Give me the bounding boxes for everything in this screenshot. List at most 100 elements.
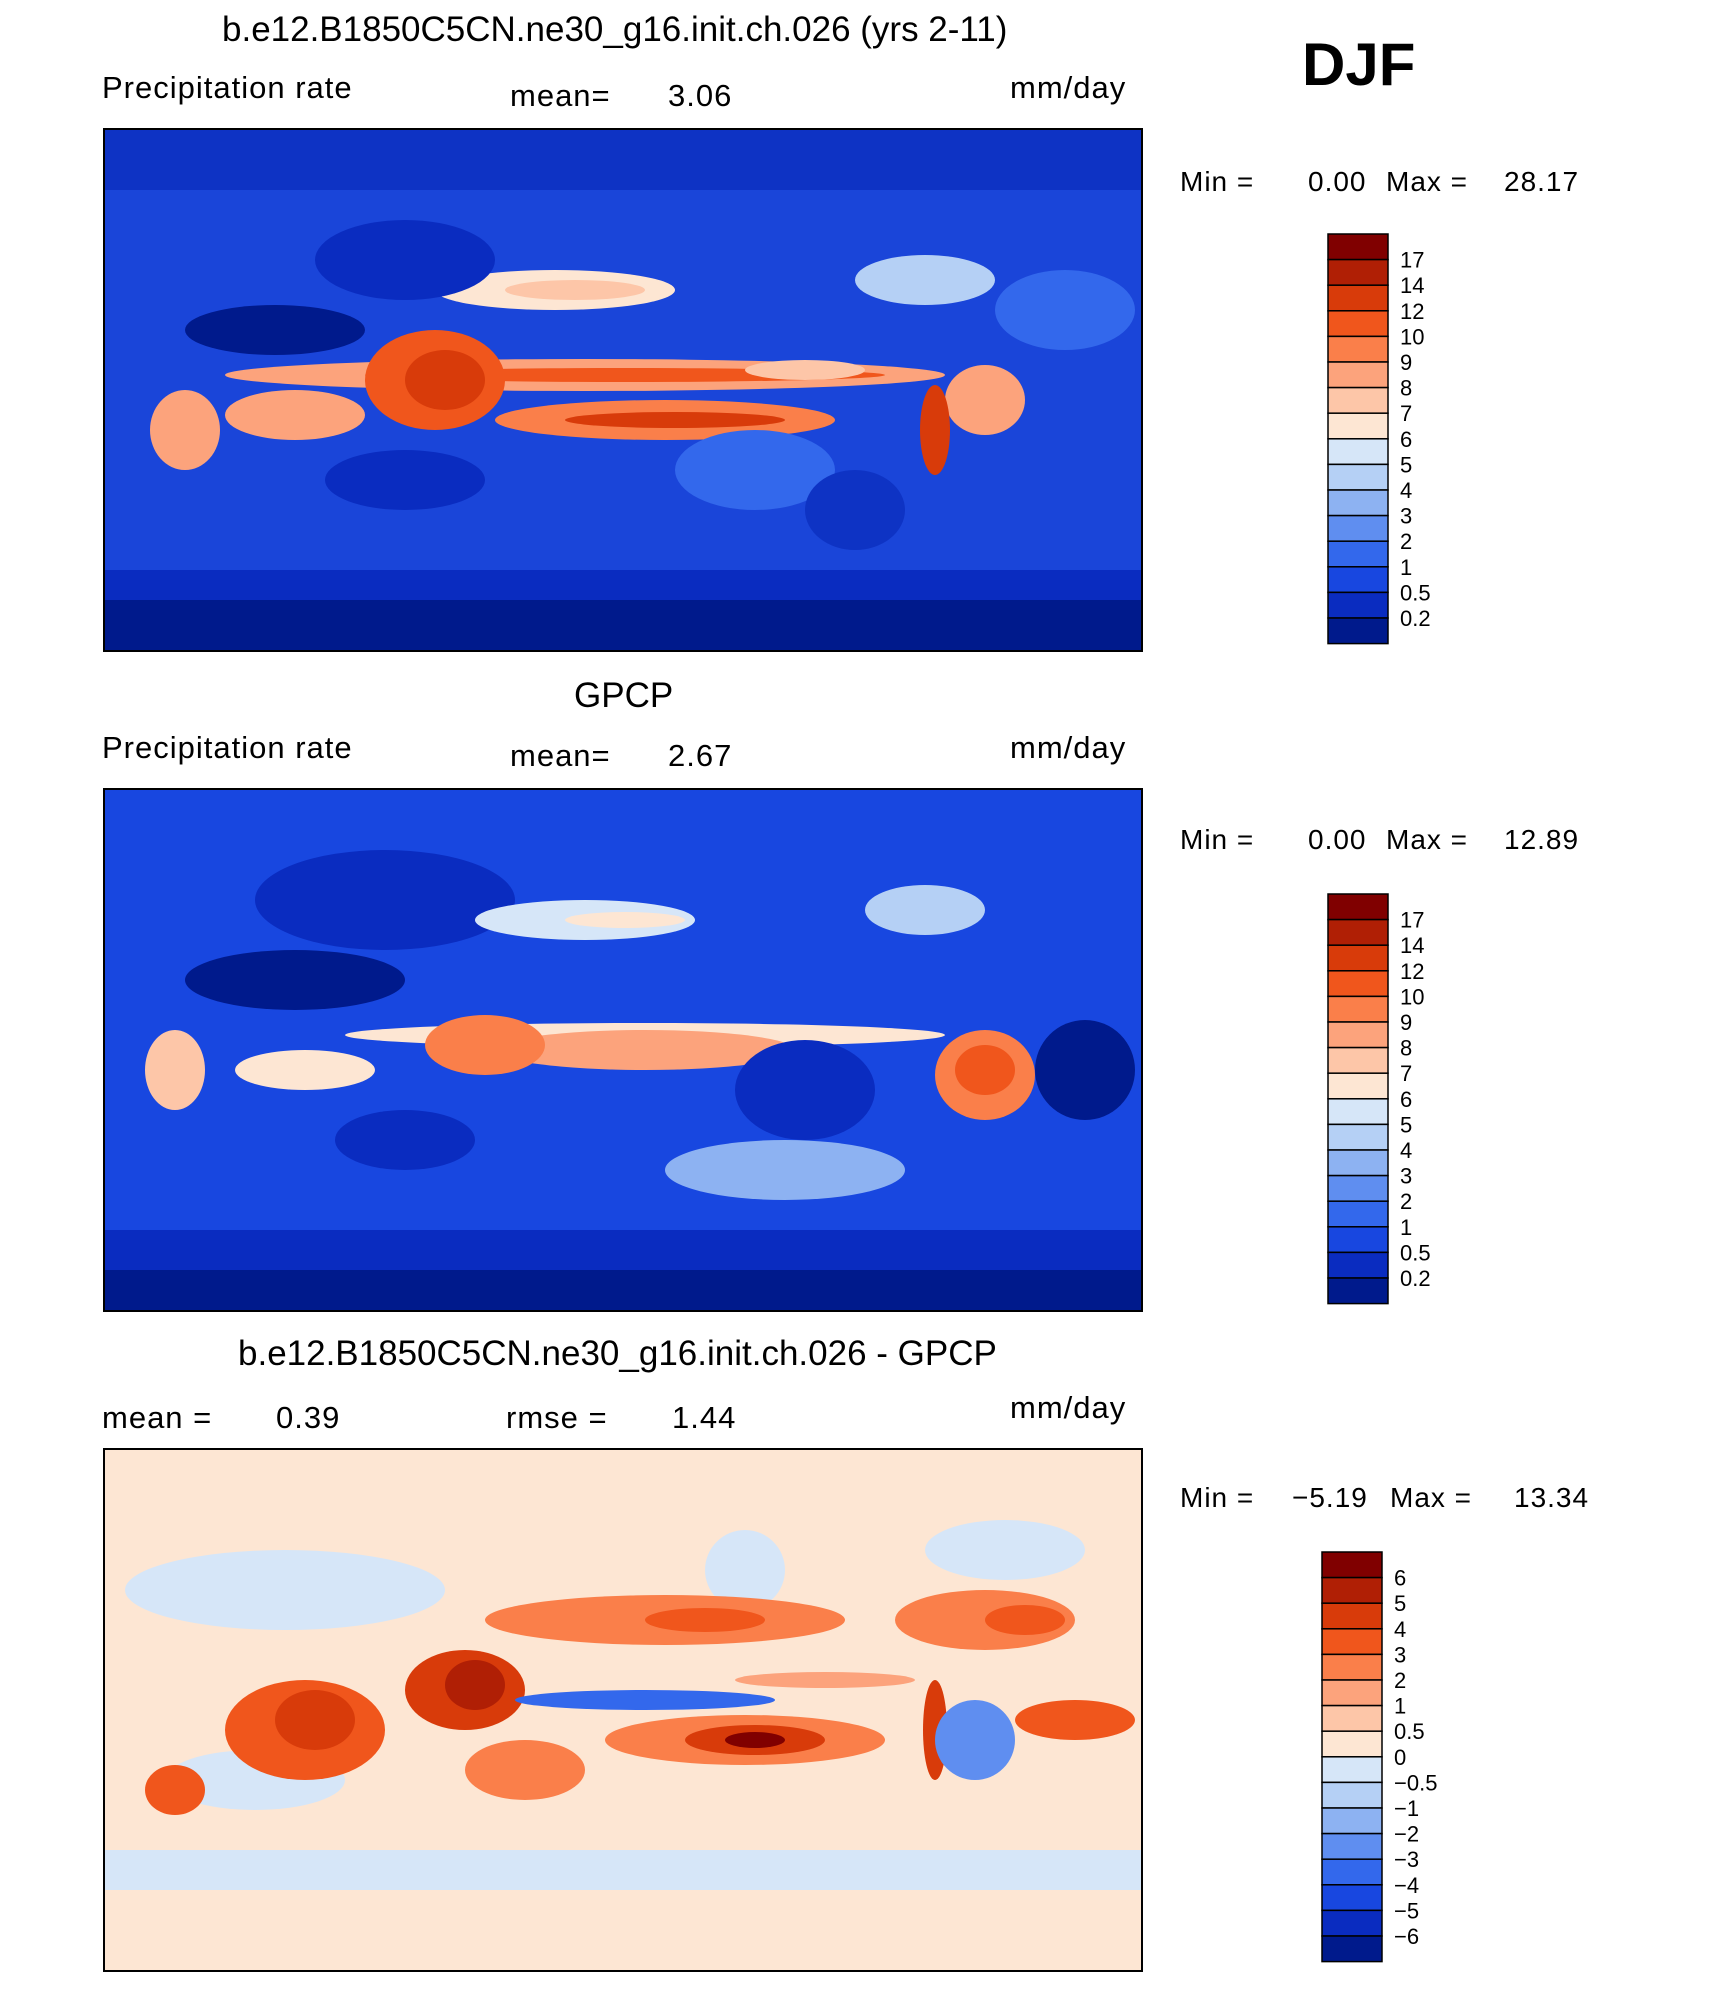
colorbar-tick-label: 10 — [1400, 984, 1424, 1009]
colorbar-tick-label: 6 — [1394, 1566, 1406, 1591]
colorbar-swatch — [1327, 1174, 1389, 1202]
colorbar-tick-label: 6 — [1400, 427, 1412, 452]
colorbar-tick-label: −6 — [1394, 1924, 1419, 1949]
panel1-max-value: 28.17 — [1504, 166, 1580, 197]
colorbar-swatch — [1321, 1884, 1383, 1912]
colorbar-tick-label: −5 — [1394, 1898, 1419, 1923]
panel3-units: mm/day — [1010, 1390, 1127, 1425]
colorbar-swatch — [1327, 1149, 1389, 1177]
panel3-min-value: −5.19 — [1292, 1482, 1368, 1513]
colorbar-swatch — [1327, 944, 1389, 972]
colorbar-swatch — [1327, 1226, 1389, 1254]
panel2-max-label: Max = — [1386, 824, 1469, 855]
colorbar-tick-label: 10 — [1400, 324, 1424, 349]
colorbar-tick-label: 12 — [1400, 299, 1424, 324]
panel2-min-label: Min = — [1180, 824, 1255, 855]
colorbar-tick-label: −1 — [1394, 1796, 1419, 1821]
colorbar-tick-label: −0.5 — [1394, 1770, 1437, 1795]
colorbar-swatch — [1327, 463, 1389, 491]
colorbar-swatch — [1327, 361, 1389, 389]
colorbar-swatch — [1321, 1756, 1383, 1784]
colorbar-swatch — [1327, 1098, 1389, 1126]
colorbar-swatch — [1327, 617, 1389, 645]
colorbar-swatch — [1327, 918, 1389, 946]
panel3-mean-label: mean = — [102, 1400, 213, 1435]
panel3-rmse-value: 1.44 — [672, 1400, 737, 1435]
panel2-units: mm/day — [1010, 730, 1127, 765]
colorbar-tick-label: 0.5 — [1400, 1240, 1431, 1265]
colorbar-swatch — [1321, 1909, 1383, 1937]
colorbar-tick-label: 2 — [1400, 1189, 1412, 1214]
colorbar-swatch — [1321, 1628, 1383, 1656]
colorbar-tick-label: 6 — [1400, 1087, 1412, 1112]
panel1-map-svg — [105, 130, 1141, 650]
colorbar-swatch — [1327, 258, 1389, 286]
colorbar-tick-label: 5 — [1400, 1112, 1412, 1137]
colorbar-swatch — [1327, 386, 1389, 414]
panel1-min-value: 0.00 — [1308, 166, 1367, 197]
panel3-title: b.e12.B1850C5CN.ne30_g16.init.ch.026 - G… — [238, 1334, 997, 1373]
panel1-units: mm/day — [1010, 70, 1127, 105]
colorbar-tick-label: 0.5 — [1400, 580, 1431, 605]
colorbar-tick-label: 14 — [1400, 933, 1424, 958]
panel1-mean-label: mean= — [510, 78, 611, 113]
colorbar-swatch — [1321, 1576, 1383, 1604]
colorbar-tick-label: 4 — [1400, 1138, 1412, 1163]
colorbar-swatch — [1327, 1277, 1389, 1305]
colorbar-swatch — [1321, 1602, 1383, 1630]
colorbar-tick-label: 3 — [1400, 1164, 1412, 1189]
colorbar-tick-label: −4 — [1394, 1873, 1419, 1898]
colorbar-swatch — [1327, 566, 1389, 594]
colorbar-swatch — [1327, 1251, 1389, 1279]
colorbar-swatch — [1327, 514, 1389, 542]
panel3-max-label: Max = — [1390, 1482, 1473, 1513]
colorbar-tick-label: 12 — [1400, 959, 1424, 984]
colorbar-tick-label: 5 — [1400, 452, 1412, 477]
colorbar-swatch — [1327, 1200, 1389, 1228]
panel3-max-value: 13.34 — [1514, 1482, 1590, 1513]
colorbar-tick-label: 9 — [1400, 350, 1412, 375]
colorbar-swatch — [1327, 893, 1389, 921]
panel2-mean-label: mean= — [510, 738, 611, 773]
panel2-map — [103, 788, 1143, 1312]
colorbar-tick-label: 8 — [1400, 1036, 1412, 1061]
colorbar-tick-label: 1 — [1394, 1694, 1406, 1719]
colorbar-tick-label: −3 — [1394, 1847, 1419, 1872]
panel1-mean-value: 3.06 — [668, 78, 733, 113]
colorbar-tick-label: 4 — [1400, 478, 1412, 503]
colorbar-swatch — [1321, 1704, 1383, 1732]
colorbar-swatch — [1327, 1021, 1389, 1049]
colorbar-tick-label: −2 — [1394, 1822, 1419, 1847]
colorbar-swatch — [1327, 540, 1389, 568]
panel3-map-svg — [105, 1450, 1141, 1970]
colorbar-swatch — [1321, 1858, 1383, 1886]
colorbar-swatch — [1327, 335, 1389, 363]
colorbar-tick-label: 17 — [1400, 908, 1424, 933]
colorbar-tick-label: 1 — [1400, 555, 1412, 580]
colorbar-swatch — [1327, 438, 1389, 466]
panel1-map — [103, 128, 1143, 652]
panel2-mean-value: 2.67 — [668, 738, 733, 773]
colorbar-tick-label: 17 — [1400, 248, 1424, 273]
colorbar-swatch — [1321, 1832, 1383, 1860]
colorbar-tick-label: 0 — [1394, 1745, 1406, 1770]
panel1-colorbar: 17 14 12 10 9 8 7 6 5 4 3 2 1 0.5 0.2 — [1326, 232, 1480, 651]
panel3-colorbar: 6 5 4 3 2 1 0.5 0 −0.5 −1 −2 −3 −4 −5 −6 — [1320, 1550, 1474, 1969]
colorbar-swatch — [1327, 995, 1389, 1023]
panel2-colorbar: 17 14 12 10 9 8 7 6 5 4 3 2 1 0.5 0.2 — [1326, 892, 1480, 1311]
colorbar-swatch — [1327, 970, 1389, 998]
panel2-map-svg — [105, 790, 1141, 1310]
colorbar-tick-label: 0.5 — [1394, 1719, 1425, 1744]
colorbar-swatch — [1321, 1807, 1383, 1835]
colorbar-swatch — [1327, 489, 1389, 517]
panel2-min-value: 0.00 — [1308, 824, 1367, 855]
colorbar-swatch — [1327, 1072, 1389, 1100]
panel3-map — [103, 1448, 1143, 1972]
colorbar-tick-label: 5 — [1394, 1591, 1406, 1616]
panel1-max-label: Max = — [1386, 166, 1469, 197]
colorbar-swatch — [1321, 1935, 1383, 1963]
colorbar-swatch — [1321, 1551, 1383, 1579]
colorbar-tick-label: 9 — [1400, 1010, 1412, 1035]
